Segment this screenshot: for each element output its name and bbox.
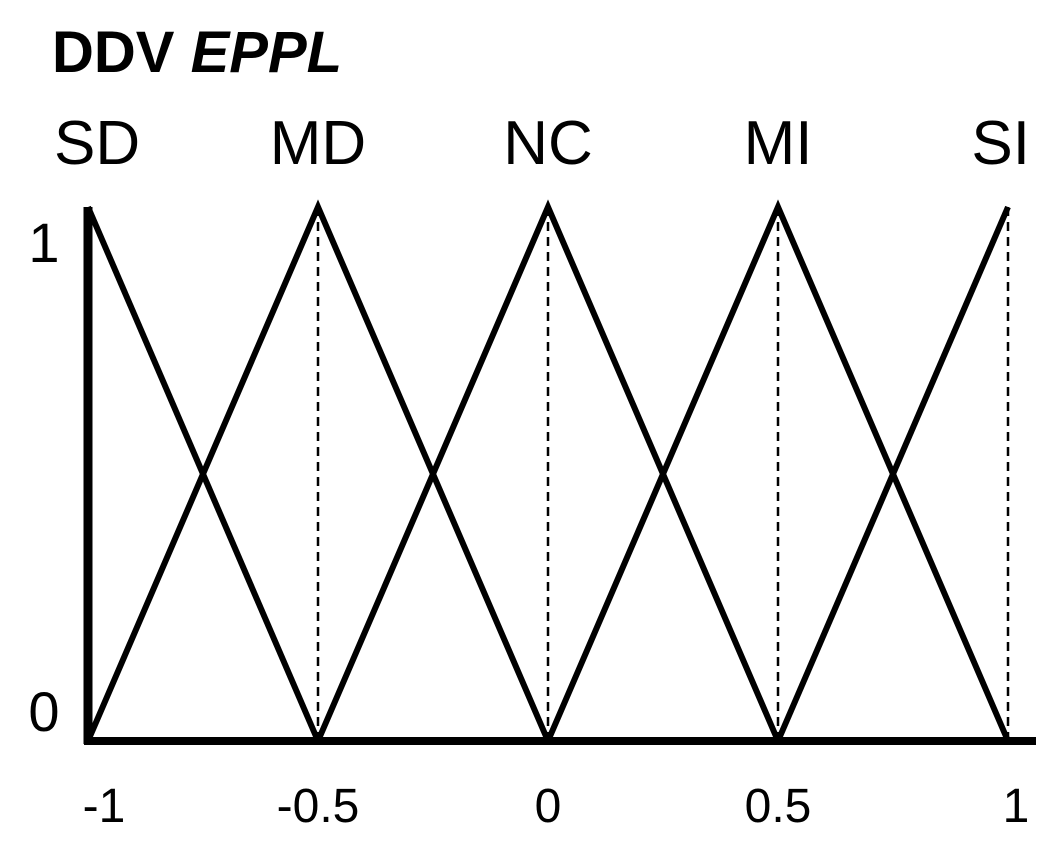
x-tick-label-0-5: -0.5: [277, 780, 360, 833]
set-label-md: MD: [270, 109, 366, 178]
y-tick-label-0: 0: [28, 680, 59, 743]
series-nc: [315, 199, 781, 743]
axes: [83, 207, 1036, 745]
series-md: [85, 199, 551, 743]
set-label-si: SI: [971, 109, 1030, 178]
x-tick-label-1: -1: [83, 780, 126, 833]
series-mi: [545, 199, 1011, 743]
x-tick-label-1: 1: [1003, 780, 1030, 833]
chart-title: DDV EPPL: [52, 20, 342, 85]
set-label-nc: NC: [503, 109, 593, 178]
set-label-mi: MI: [744, 109, 813, 178]
chart-title-plain: DDV: [52, 20, 191, 85]
series-group: [85, 199, 1011, 743]
series-si: [775, 205, 1011, 743]
set-label-sd: SD: [54, 109, 140, 178]
x-tick-label-0-5: 0.5: [745, 780, 812, 833]
x-tick-label-0: 0: [535, 780, 562, 833]
chart-title-italic: EPPL: [191, 20, 343, 85]
labels-group: SD MD NC MI SI -1 -0.5 0 0.5 1 0 1: [28, 109, 1030, 833]
y-tick-label-1: 1: [28, 211, 59, 274]
